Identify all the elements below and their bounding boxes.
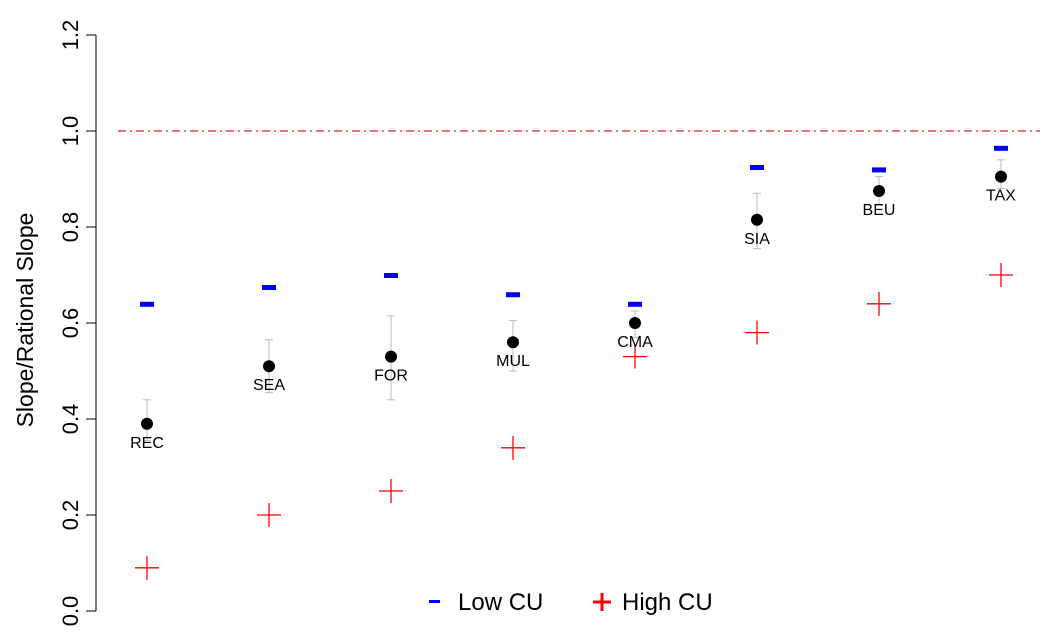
y-tick-label: 0.0 (58, 596, 83, 627)
estimate-point (873, 185, 885, 197)
data-points (135, 145, 1013, 580)
low-cu-point (994, 145, 1008, 151)
point-label: SIA (744, 231, 770, 248)
y-tick-label: 0.8 (58, 212, 83, 243)
legend-high-cu-label: High CU (622, 589, 713, 616)
y-tick-label: 0.6 (58, 308, 83, 339)
low-cu-point (384, 273, 398, 278)
point-label: BEU (863, 202, 896, 219)
y-tick-label: 1.0 (58, 116, 83, 147)
point-label: TAX (986, 188, 1016, 205)
estimate-point (263, 360, 275, 373)
y-tick-label: 1.2 (58, 20, 83, 51)
estimate-point (751, 213, 763, 226)
estimate-point (629, 317, 641, 329)
low-cu-point (262, 285, 276, 290)
low-cu-point (140, 301, 154, 307)
legend: Low CU High CU (429, 589, 713, 616)
point-label: CMA (617, 334, 653, 351)
point-label: MUL (496, 353, 530, 370)
low-cu-point (506, 292, 520, 298)
y-axis-title: Slope/Rational Slope (12, 213, 38, 428)
point-labels: REC SEA FOR MUL CMA SIA BEU TAX (130, 188, 1016, 452)
low-cu-point (872, 167, 886, 173)
y-tick-label: 0.4 (58, 404, 83, 435)
low-cu-point (628, 301, 642, 307)
y-tick-label: 0.2 (58, 500, 83, 531)
point-label: REC (130, 435, 164, 452)
estimate-point (141, 417, 153, 430)
point-label: FOR (374, 368, 408, 385)
y-axis: 0.0 0.2 0.4 0.6 0.8 1.0 1.2 (58, 20, 97, 627)
estimate-point (995, 170, 1007, 183)
legend-low-cu-marker (429, 600, 440, 603)
point-label: SEA (253, 377, 285, 394)
legend-low-cu-label: Low CU (458, 589, 543, 616)
estimate-point (507, 336, 519, 349)
low-cu-point (750, 165, 764, 170)
estimate-point (385, 350, 397, 363)
